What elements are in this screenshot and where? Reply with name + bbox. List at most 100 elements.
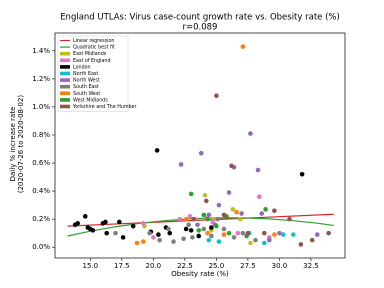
data-point [277,230,282,236]
x-tick-label: 22.5 [177,262,193,270]
y-axis-label: Daily % increase rate [9,107,17,182]
legend-swatch [60,58,70,63]
x-tick-label: 27.5 [240,262,256,270]
plot-frame [54,32,346,259]
data-point [201,212,207,218]
data-point [103,219,108,225]
data-point [314,232,320,237]
data-point [230,207,236,212]
data-point [221,212,227,218]
data-point [216,202,222,208]
legend-label: East Midlands [73,51,107,57]
legend-swatch [60,84,70,89]
data-point [206,237,212,243]
data-point [187,214,193,219]
data-point [291,232,296,237]
data-point [240,44,246,49]
data-point [156,232,161,237]
data-point [151,235,156,240]
legend-label: Quadratic best fit [73,45,115,51]
legend-swatch [60,65,70,69]
data-point [216,239,222,244]
chart-title: England UTLAs: Virus case-count growth r… [60,13,340,23]
data-point [309,237,315,243]
data-point [209,233,214,239]
data-point [90,228,96,233]
data-point [183,226,189,232]
data-point [280,232,286,237]
legend-swatch [60,51,70,56]
y-tick-label: 1.0% [32,103,50,111]
x-tick-label: 17.5 [114,262,130,270]
y-tick-label: 0.4% [32,187,50,195]
x-tick-label: 32.5 [303,262,319,270]
data-point [262,240,267,246]
data-point [209,225,214,230]
data-point [140,221,146,226]
data-point [214,223,219,229]
y-tick-label: 0.8% [32,131,50,139]
legend-swatch [60,78,70,82]
legend-label: Yorkshire and The Humber [72,104,137,110]
data-point [178,162,184,167]
data-point [326,230,331,236]
legend-label: South West [73,91,100,97]
legend-label: Linear regression [73,38,114,44]
y-tick-label: 0.2% [32,215,50,223]
data-point [202,192,208,198]
data-point [253,237,258,243]
data-point [240,230,246,236]
data-point [287,216,292,222]
x-tick-label: 20.0 [146,262,162,270]
data-point [117,219,122,225]
legend-label: North West [73,78,100,84]
data-point [299,171,305,177]
data-point [120,235,126,240]
data-point [226,230,232,236]
data-point [195,222,200,228]
data-point [267,237,272,243]
y-tick-label: 0.6% [32,159,50,167]
data-point [196,233,202,239]
x-tick-label: 30.0 [272,262,288,270]
data-point [239,211,244,216]
data-point [186,222,191,228]
data-point [255,167,261,173]
data-point [238,216,243,222]
legend-swatch [60,71,70,76]
legend-swatch [60,98,70,102]
chart-subtitle: r=0.089 [183,23,218,33]
data-point [298,242,304,247]
y-tick-label: 1.2% [32,75,50,83]
y-tick-label: 1.4% [32,47,50,55]
data-point [272,232,277,237]
data-point [221,226,227,232]
fit-line [67,213,334,227]
data-point [206,212,212,218]
data-point [248,240,253,246]
data-point [272,208,277,214]
data-point [205,216,210,222]
data-point [104,230,109,236]
data-point [188,228,194,233]
data-point [259,211,265,216]
data-point [157,237,162,243]
data-point [181,236,186,242]
legend-label: East of England [73,58,111,64]
legend-label: South East [73,84,99,90]
data-point [205,230,210,236]
data-point [190,235,195,240]
data-point [221,232,227,237]
data-point [140,239,146,244]
data-point [226,190,232,195]
data-point [263,207,268,212]
data-point [177,216,183,222]
data-point [130,223,136,229]
legend-label: West Midlands [73,97,108,103]
x-axis-label: Obesity rate (%) [171,270,229,278]
data-point [188,191,194,197]
data-point [171,239,176,244]
data-point [113,230,118,236]
data-point [196,228,202,233]
